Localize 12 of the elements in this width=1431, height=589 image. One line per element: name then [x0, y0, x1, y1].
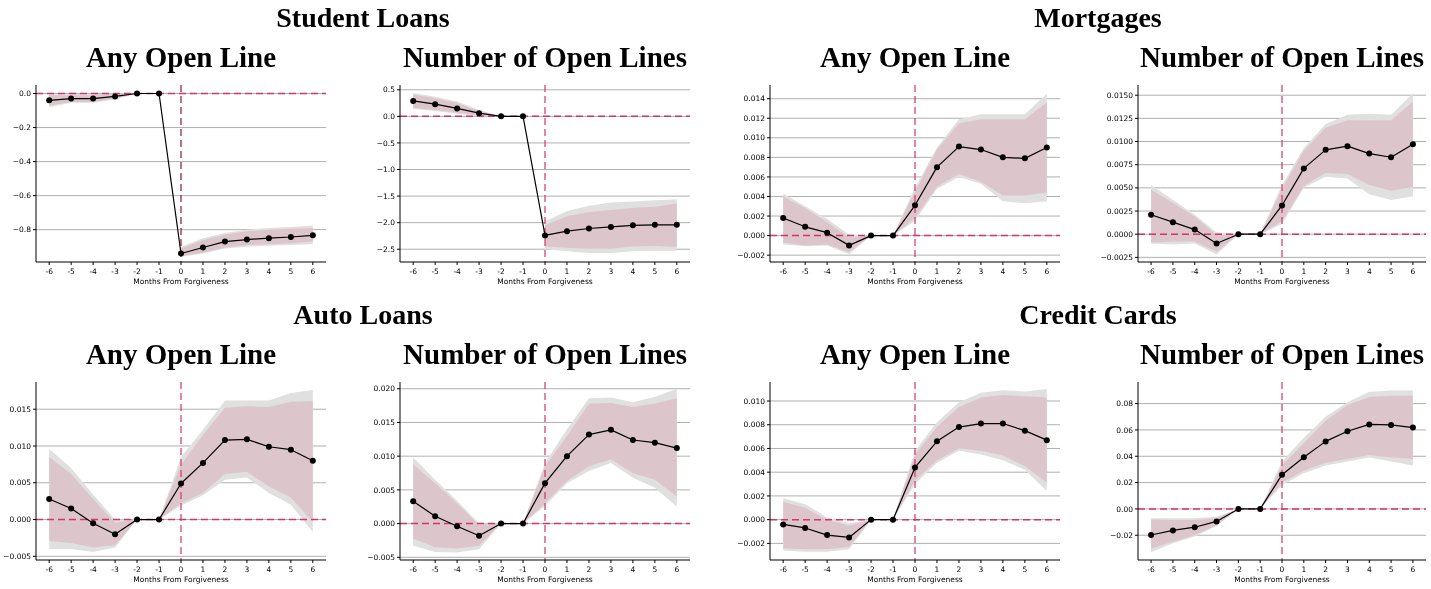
chart-title: Any Open Line	[85, 338, 277, 370]
chart-title: Number of Open Lines	[1140, 41, 1424, 73]
chart-title: Any Open Line	[819, 338, 1011, 370]
chart-title: Any Open Line	[819, 41, 1011, 73]
chart-title: Any Open Line	[85, 41, 277, 73]
text: Mortgages	[1034, 2, 1162, 33]
chart-title: Number of Open Lines	[403, 41, 687, 73]
chart-title: Number of Open Lines	[1140, 338, 1424, 370]
chart-title: Number of Open Lines	[403, 338, 687, 370]
text: Auto Loans	[293, 299, 433, 330]
text: Credit Cards	[1019, 299, 1177, 330]
text: Student Loans	[276, 2, 450, 33]
